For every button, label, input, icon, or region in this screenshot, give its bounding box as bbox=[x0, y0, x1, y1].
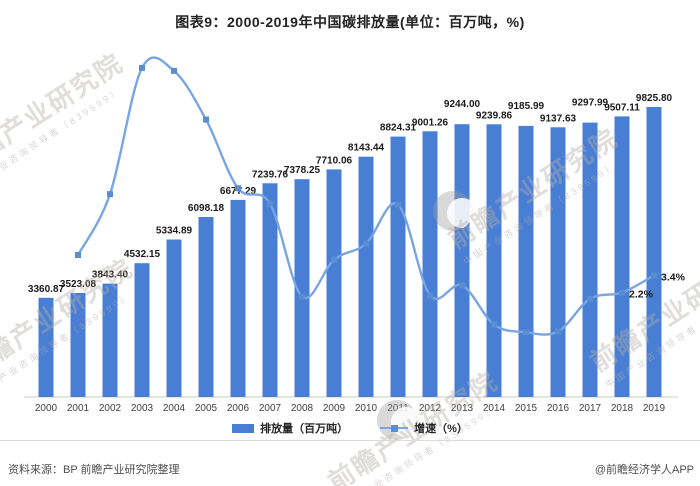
x-axis-label-2012: 2012 bbox=[419, 403, 442, 414]
bar-value-label-2006: 6677.29 bbox=[220, 186, 257, 197]
bar-2000 bbox=[38, 297, 54, 397]
growth-line-marker bbox=[587, 295, 593, 302]
bar-2016 bbox=[550, 127, 566, 398]
bar-2014 bbox=[486, 124, 502, 398]
x-axis-label-2018: 2018 bbox=[611, 403, 634, 414]
growth-value-label-2019: 3.4% bbox=[661, 271, 686, 283]
bar-2009 bbox=[326, 169, 342, 397]
bar-2015 bbox=[518, 125, 534, 398]
bar-value-label-2000: 3360.87 bbox=[28, 284, 65, 295]
growth-line-marker bbox=[267, 200, 273, 207]
legend-label-growth: 增速（%） bbox=[414, 423, 468, 435]
x-axis-label-2000: 2000 bbox=[35, 403, 58, 414]
bar-value-label-2014: 9239.86 bbox=[476, 110, 513, 121]
bar-value-label-2007: 7239.76 bbox=[252, 169, 289, 180]
chart-title: 图表9：2000-2019年中国碳排放量(单位：百万吨，%) bbox=[175, 14, 525, 30]
bar-value-label-2008: 7378.25 bbox=[284, 165, 321, 176]
bar-value-label-2011: 8824.31 bbox=[380, 123, 417, 134]
growth-line-marker bbox=[427, 292, 433, 299]
legend-item-emissions: 排放量（百万吨） bbox=[232, 420, 348, 436]
growth-line-marker bbox=[523, 329, 529, 336]
growth-value-label-2018: 2.2% bbox=[629, 289, 654, 301]
bar-value-label-2009: 7710.06 bbox=[316, 155, 353, 166]
x-axis-label-2008: 2008 bbox=[291, 403, 314, 414]
bar-2004 bbox=[166, 239, 182, 397]
publisher-credit-text: @前瞻经济学人APP bbox=[594, 464, 694, 476]
bar-2012 bbox=[422, 131, 438, 398]
growth-line-marker bbox=[331, 256, 337, 263]
x-axis-label-2011: 2011 bbox=[387, 403, 409, 414]
growth-line-marker bbox=[651, 272, 657, 279]
bar-2003 bbox=[134, 263, 150, 397]
growth-line-marker bbox=[171, 67, 177, 74]
bar-2017 bbox=[582, 122, 598, 397]
x-axis-label-2007: 2007 bbox=[259, 403, 282, 414]
x-axis-label-2001: 2001 bbox=[67, 403, 90, 414]
growth-line-marker bbox=[619, 289, 625, 296]
x-axis-label-2016: 2016 bbox=[547, 403, 570, 414]
data-source-text: 资料来源：BP 前瞻产业研究院整理 bbox=[8, 464, 180, 476]
bar-value-label-2004: 5334.89 bbox=[156, 226, 193, 237]
bar-value-label-2002: 3843.40 bbox=[92, 270, 129, 281]
growth-line-marker bbox=[75, 252, 81, 258]
x-axis-label-2009: 2009 bbox=[323, 403, 346, 414]
x-axis-label-2014: 2014 bbox=[483, 403, 506, 414]
bar-2013 bbox=[454, 124, 470, 397]
bar-value-label-2015: 9185.99 bbox=[508, 101, 545, 112]
growth-line bbox=[76, 56, 655, 336]
growth-line-marker bbox=[203, 116, 209, 123]
x-axis-label-2017: 2017 bbox=[579, 403, 602, 414]
bar-2002 bbox=[102, 283, 118, 397]
bar-value-label-2005: 6098.18 bbox=[188, 203, 225, 214]
x-axis-label-2004: 2004 bbox=[163, 403, 186, 414]
bar-value-label-2018: 9507.11 bbox=[604, 102, 640, 113]
growth-line-marker bbox=[395, 201, 401, 208]
growth-line-marker bbox=[139, 64, 145, 71]
x-axis-label-2013: 2013 bbox=[451, 403, 474, 414]
legend-item-growth: 增速（%） bbox=[380, 420, 468, 436]
bar-value-label-2003: 4532.15 bbox=[124, 249, 161, 260]
chart-legend: 排放量（百万吨） 增速（%） bbox=[0, 420, 700, 436]
growth-line-marker bbox=[555, 328, 561, 335]
x-axis-label-2019: 2019 bbox=[643, 403, 666, 414]
x-axis-label-2002: 2002 bbox=[99, 403, 122, 414]
growth-line-marker bbox=[363, 240, 369, 247]
x-axis-label-2015: 2015 bbox=[515, 403, 538, 414]
bar-2006 bbox=[230, 199, 246, 397]
x-axis-label-2005: 2005 bbox=[195, 403, 218, 414]
legend-label-emissions: 排放量（百万吨） bbox=[260, 423, 349, 435]
bar-2010 bbox=[358, 156, 374, 397]
bar-value-label-2010: 8143.44 bbox=[348, 143, 385, 154]
x-axis-label-2003: 2003 bbox=[131, 403, 154, 414]
growth-line-marker bbox=[235, 185, 241, 192]
bar-2007 bbox=[262, 183, 278, 397]
footer-divider bbox=[0, 440, 700, 441]
bar-value-label-2016: 9137.63 bbox=[540, 113, 577, 124]
bar-2018 bbox=[614, 116, 630, 398]
bar-value-label-2013: 9244.00 bbox=[444, 99, 481, 110]
bar-2001 bbox=[70, 293, 86, 397]
bar-2019 bbox=[646, 107, 662, 397]
x-axis-label-2010: 2010 bbox=[355, 403, 378, 414]
bar-2011 bbox=[390, 136, 406, 397]
x-axis-label-2006: 2006 bbox=[227, 403, 250, 414]
growth-line-marker bbox=[299, 293, 305, 300]
bar-value-label-2001: 3523.08 bbox=[60, 279, 97, 290]
bar-value-label-2012: 9001.26 bbox=[412, 117, 449, 128]
bar-value-label-2019: 9825.80 bbox=[636, 93, 673, 104]
bar-value-label-2017: 9297.99 bbox=[572, 98, 609, 109]
emissions-bar-swatch-icon bbox=[232, 423, 255, 433]
growth-line-marker bbox=[491, 321, 497, 328]
growth-line-marker bbox=[459, 282, 465, 289]
bar-2008 bbox=[294, 179, 310, 397]
growth-line-marker bbox=[107, 191, 113, 198]
growth-line-swatch-icon bbox=[380, 424, 409, 433]
bar-2005 bbox=[198, 217, 214, 397]
